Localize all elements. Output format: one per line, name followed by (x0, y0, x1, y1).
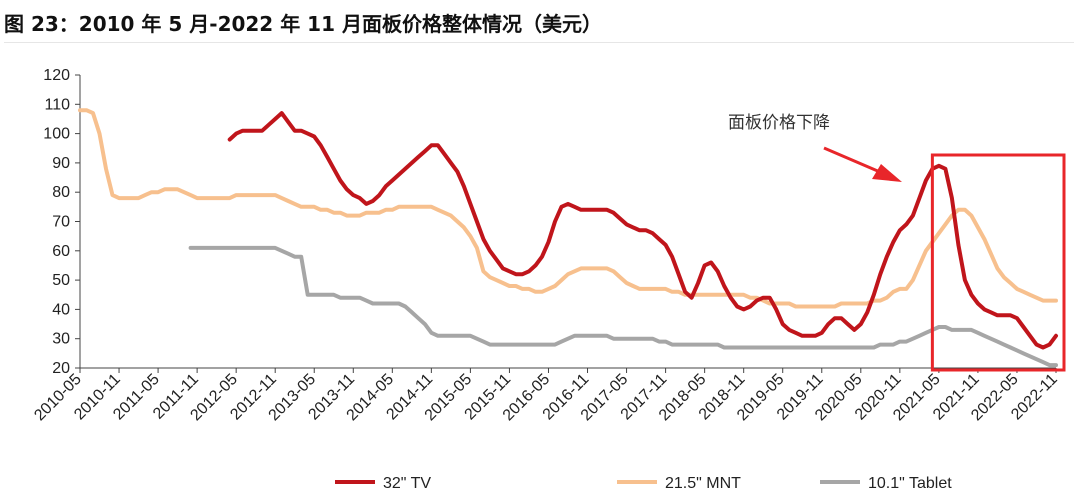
y-tick-label: 70 (52, 214, 70, 231)
y-tick-label: 20 (52, 360, 70, 377)
y-tick-label: 80 (52, 184, 70, 201)
series-line-0 (227, 111, 1058, 350)
y-tick-label: 40 (52, 301, 70, 318)
highlight-box (930, 153, 1066, 372)
series-layer (78, 108, 1058, 368)
legend: 32" TV 21.5" MNT 10.1" Tablet (335, 475, 952, 492)
y-tick-label: 110 (44, 96, 70, 113)
highlight-layer: 面板价格下降 (728, 113, 1066, 372)
y-tick-label: 50 (52, 272, 70, 289)
legend-label-2: 10.1" Tablet (868, 475, 952, 492)
annotation-arrow-head (872, 164, 902, 182)
y-tick-label: 120 (43, 67, 70, 84)
y-tick-label: 30 (52, 331, 70, 348)
y-tick-label: 100 (43, 126, 70, 143)
figure-title: 图 23：2010 年 5 月-2022 年 11 月面板价格整体情况（美元） (4, 6, 1074, 43)
series-line-2 (188, 245, 1058, 368)
y-tick-label: 90 (52, 155, 70, 172)
legend-label-0: 32" TV (383, 475, 431, 492)
legend-label-1: 21.5" MNT (665, 475, 741, 492)
x-axis-ticks: 2010-052010-112011-052011-112012-052012-… (31, 368, 1061, 424)
y-axis-ticks: 20 30 40 50 60 70 80 90 100 110 120 (43, 67, 80, 377)
annotation-arrow-shaft (823, 146, 881, 174)
series-line-1 (78, 108, 1058, 309)
annotation-label: 面板价格下降 (728, 113, 830, 133)
y-tick-label: 60 (52, 243, 70, 260)
